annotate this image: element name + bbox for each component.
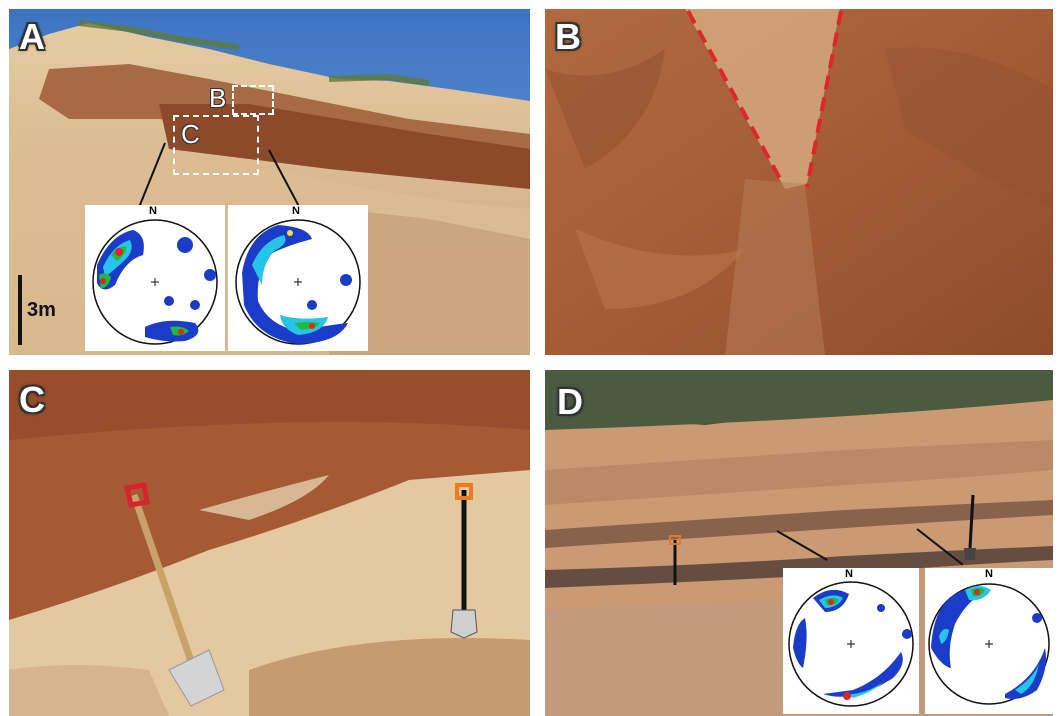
panel-c-photo [9,370,530,716]
box-c-label: C [181,119,200,149]
north-label: N [292,205,300,217]
panel-d-label: D [557,381,583,422]
panel-a-label: A [19,16,45,57]
panel-c: C [9,370,530,716]
panel-b-label: B [555,16,581,57]
north-label: N [985,568,993,580]
scale-bar [18,275,22,345]
panel-d: D N [545,370,1053,716]
panel-c-label: C [19,379,45,420]
panel-b-photo [545,9,1053,355]
north-label: N [149,205,157,217]
panel-b: B [545,9,1053,355]
stereonet-d-left: N [783,568,919,714]
stereonet-a-right: N [228,205,368,351]
north-label: N [845,568,853,580]
panel-a: A B C 3m N [9,9,530,355]
box-c [173,115,259,175]
stereonet-a-left: N [85,205,225,351]
box-b-label: B [209,83,227,113]
box-b [232,85,274,115]
scale-bar-label: 3m [27,299,56,321]
stereonet-d-right: N [925,568,1053,714]
